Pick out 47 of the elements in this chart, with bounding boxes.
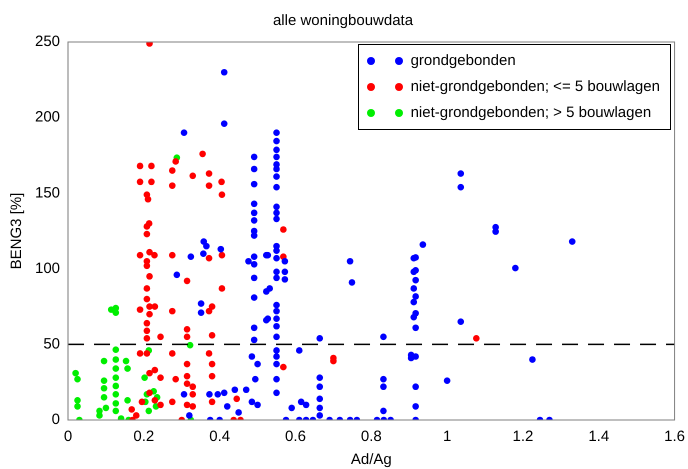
x-tick-label: 0 (64, 428, 72, 446)
chart-title: alle woningbouwdata (272, 12, 414, 30)
point (145, 408, 152, 414)
y-tick-label: 250 (34, 33, 60, 50)
point (112, 390, 120, 398)
point (72, 370, 79, 376)
point (100, 394, 108, 401)
y-tick-label: 150 (34, 184, 60, 202)
y-tick-label: 50 (43, 336, 60, 353)
x-tick-label: 1.2 (512, 428, 534, 446)
legend-label: grondgebonden (410, 51, 516, 71)
point (112, 408, 120, 414)
x-tick-label: 0.8 (360, 428, 382, 446)
point (100, 384, 108, 392)
point (112, 365, 120, 372)
y-tick-label: 200 (34, 108, 60, 126)
y-tick-label: 100 (34, 260, 60, 277)
x-tick-label: 1 (442, 428, 452, 446)
x-tick-label: 1.4 (588, 428, 610, 446)
legend-label: niet-grondgebonden; <= 5 bouwlagen (410, 77, 660, 97)
y-tick-label: 0 (52, 411, 60, 428)
point (112, 309, 120, 316)
point (112, 382, 120, 390)
point (100, 377, 108, 384)
point (112, 356, 120, 363)
point (112, 346, 120, 353)
point (124, 397, 131, 404)
y-axis-title: BENG3 [%] (8, 192, 26, 270)
point (141, 374, 148, 381)
x-tick-label: 0.2 (133, 428, 154, 446)
x-axis-title: Ad/Ag (350, 451, 392, 468)
point (112, 374, 120, 381)
point (74, 403, 81, 410)
point (112, 400, 120, 407)
point (74, 376, 81, 382)
point (122, 358, 130, 364)
point (74, 397, 81, 404)
point (100, 358, 108, 364)
point (124, 365, 131, 372)
x-tick-label: 0.6 (285, 428, 306, 446)
point (96, 412, 103, 419)
x-tick-label: 0.4 (209, 428, 230, 446)
legend-label: niet-grondgebonden; > 5 bouwlagen (410, 103, 652, 123)
x-tick-label: 1.6 (664, 428, 686, 446)
point (102, 404, 110, 412)
point (118, 415, 124, 420)
point (186, 342, 194, 348)
